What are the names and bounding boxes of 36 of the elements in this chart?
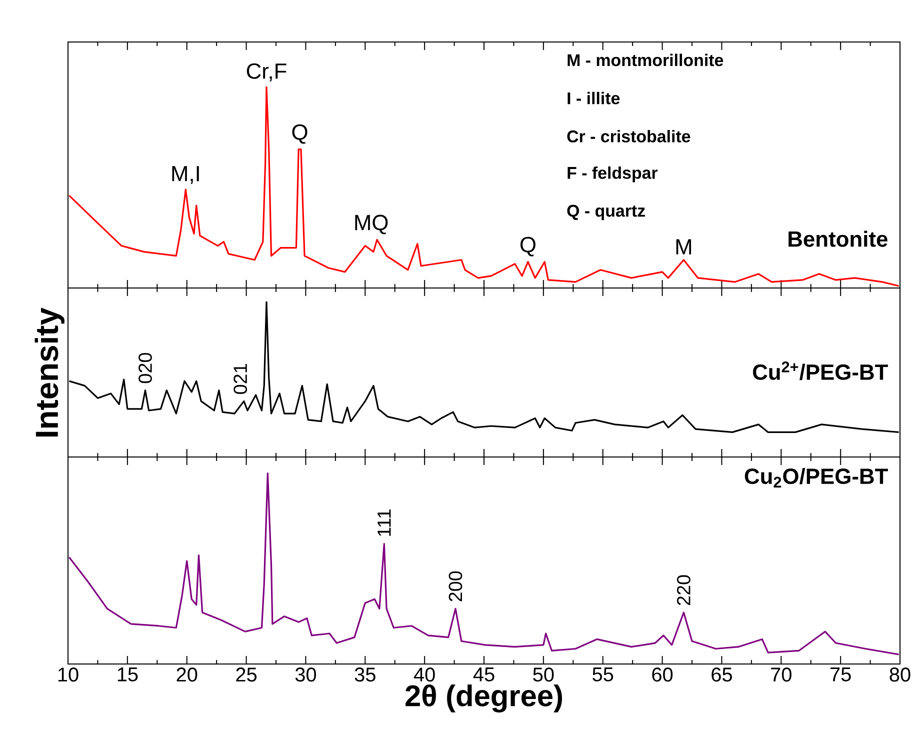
- annotation: 021: [234, 364, 248, 394]
- annotation: I - illite: [568, 92, 620, 104]
- series-label: Bentonite: [788, 230, 888, 247]
- x-tick-label: 25: [236, 668, 257, 682]
- x-tick-label: 70: [771, 668, 792, 682]
- x-tick-label: 20: [176, 668, 198, 682]
- text: M - montmorillonite: [568, 54, 724, 66]
- x-tick-label: 45: [473, 668, 494, 682]
- annotation: Q: [292, 124, 308, 144]
- annotation: M: [676, 239, 692, 254]
- x-tick-label: 10: [58, 668, 78, 682]
- x-tick-label: 35: [354, 668, 376, 682]
- annotation: 111: [378, 509, 391, 536]
- y-axis-title: Intensity: [34, 308, 64, 436]
- annotation: Q - quartz: [567, 204, 645, 220]
- x-tick-label: 65: [712, 668, 732, 682]
- x-tick-label: 30: [295, 668, 316, 682]
- x-tick-label: 60: [652, 668, 673, 682]
- x-axis-title: 2θ (degree): [406, 684, 562, 712]
- x-tick-label: 75: [830, 668, 851, 682]
- x-tick-label: 50: [533, 668, 554, 682]
- text: Cu$_{2}$O/PEG-BT: [744, 468, 888, 488]
- annotation: MQ: [355, 214, 388, 234]
- annotation: M,I: [172, 166, 199, 184]
- annotation: 220: [676, 575, 690, 606]
- text: Cu$^{2+}$/PEG-BT: [752, 361, 888, 380]
- annotation: Cr - cristobalite: [567, 130, 690, 142]
- x-tick-label: 55: [592, 668, 614, 682]
- x-tick-label: 40: [414, 668, 435, 682]
- x-tick-label: 15: [118, 668, 138, 682]
- annotation: 020: [138, 352, 152, 384]
- annotation: Q: [520, 236, 536, 256]
- annotation: Cr,F: [246, 63, 286, 82]
- annotation: F - feldspar: [568, 166, 658, 182]
- x-tick-label: 80: [890, 668, 910, 682]
- annotation: 200: [448, 571, 462, 602]
